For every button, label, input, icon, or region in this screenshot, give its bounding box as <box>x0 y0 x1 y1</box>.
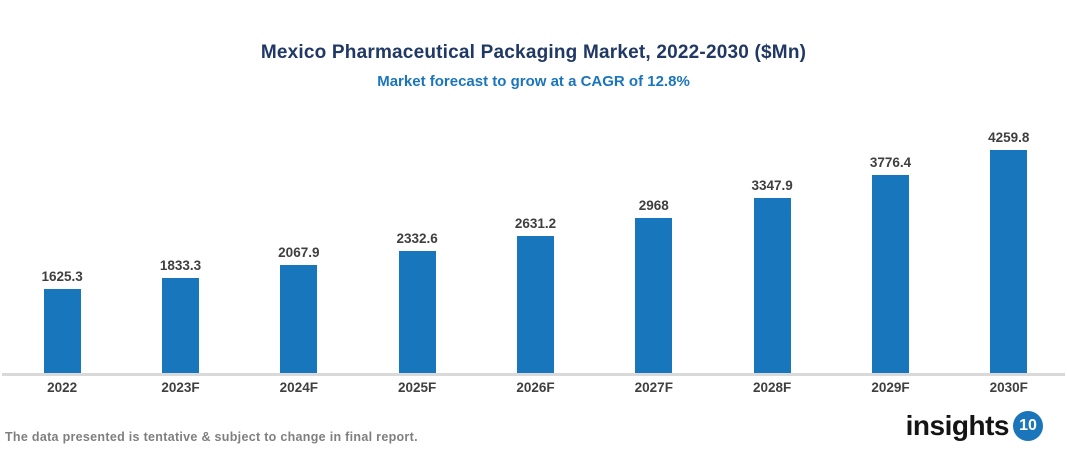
insights10-logo: insights 10 <box>906 410 1043 442</box>
x-axis-tick-label: 2026F <box>516 380 555 395</box>
bar <box>398 251 436 374</box>
bar-value-label: 4259.8 <box>988 130 1030 145</box>
bar-group: 1625.3 <box>3 268 121 374</box>
bar <box>990 150 1028 374</box>
bar-group: 3347.9 <box>713 178 831 374</box>
bar <box>753 198 791 374</box>
bar-group: 4259.8 <box>950 130 1067 374</box>
title-block: Mexico Pharmaceutical Packaging Market, … <box>0 42 1067 90</box>
x-axis-tick-label: 2022 <box>47 380 78 395</box>
chart-subtitle: Market forecast to grow at a CAGR of 12.… <box>377 73 690 90</box>
x-axis-tick-label: 2024F <box>279 380 318 395</box>
bar-value-label: 2332.6 <box>396 231 438 247</box>
bar <box>280 265 318 374</box>
bar <box>871 175 909 374</box>
bar <box>635 217 673 374</box>
bar-value-label: 3347.9 <box>751 178 793 193</box>
logo-number-badge: 10 <box>1013 411 1043 441</box>
x-axis-tick-label: 2027F <box>634 380 673 395</box>
x-axis-tick-label: 2028F <box>752 380 792 395</box>
bar-group: 2067.9 <box>240 245 358 374</box>
bar-group: 2968 <box>595 198 713 374</box>
bar-group: 2332.6 <box>358 231 476 374</box>
bar-group: 3776.4 <box>831 155 949 374</box>
footer-disclaimer: The data presented is tentative & subjec… <box>5 430 418 444</box>
bar-group: 1833.3 <box>121 258 239 374</box>
x-axis-tick-label: 2030F <box>989 380 1028 395</box>
chart-title: Mexico Pharmaceutical Packaging Market, … <box>260 42 807 63</box>
x-axis-tick-labels: 2022 2023F 2024F 2025F 2026F 2027F 2028F 2029F 2… <box>3 380 1067 395</box>
bar <box>43 288 81 374</box>
x-axis-tick-label: 2025F <box>398 380 437 395</box>
plot-area: 1625.3 1833.3 2067.9 2332.6 2631.2 2968 3347.9… <box>3 110 1067 374</box>
bar-value-label: 1833.3 <box>159 257 202 273</box>
bar <box>516 235 554 374</box>
bar-value-label: 1625.3 <box>41 268 83 284</box>
bar-group: 2631.2 <box>476 216 594 374</box>
x-axis-tick-label: 2029F <box>871 380 910 395</box>
bar-value-label: 2968 <box>638 197 669 213</box>
bar-value-label: 3776.4 <box>869 155 912 171</box>
bar-value-label: 2067.9 <box>278 245 320 261</box>
logo-wordmark: insights <box>905 410 1010 441</box>
bar <box>161 277 199 374</box>
x-axis-line <box>2 373 1065 376</box>
bar-value-label: 2631.2 <box>514 215 557 231</box>
x-axis-tick-label: 2023F <box>161 380 200 395</box>
